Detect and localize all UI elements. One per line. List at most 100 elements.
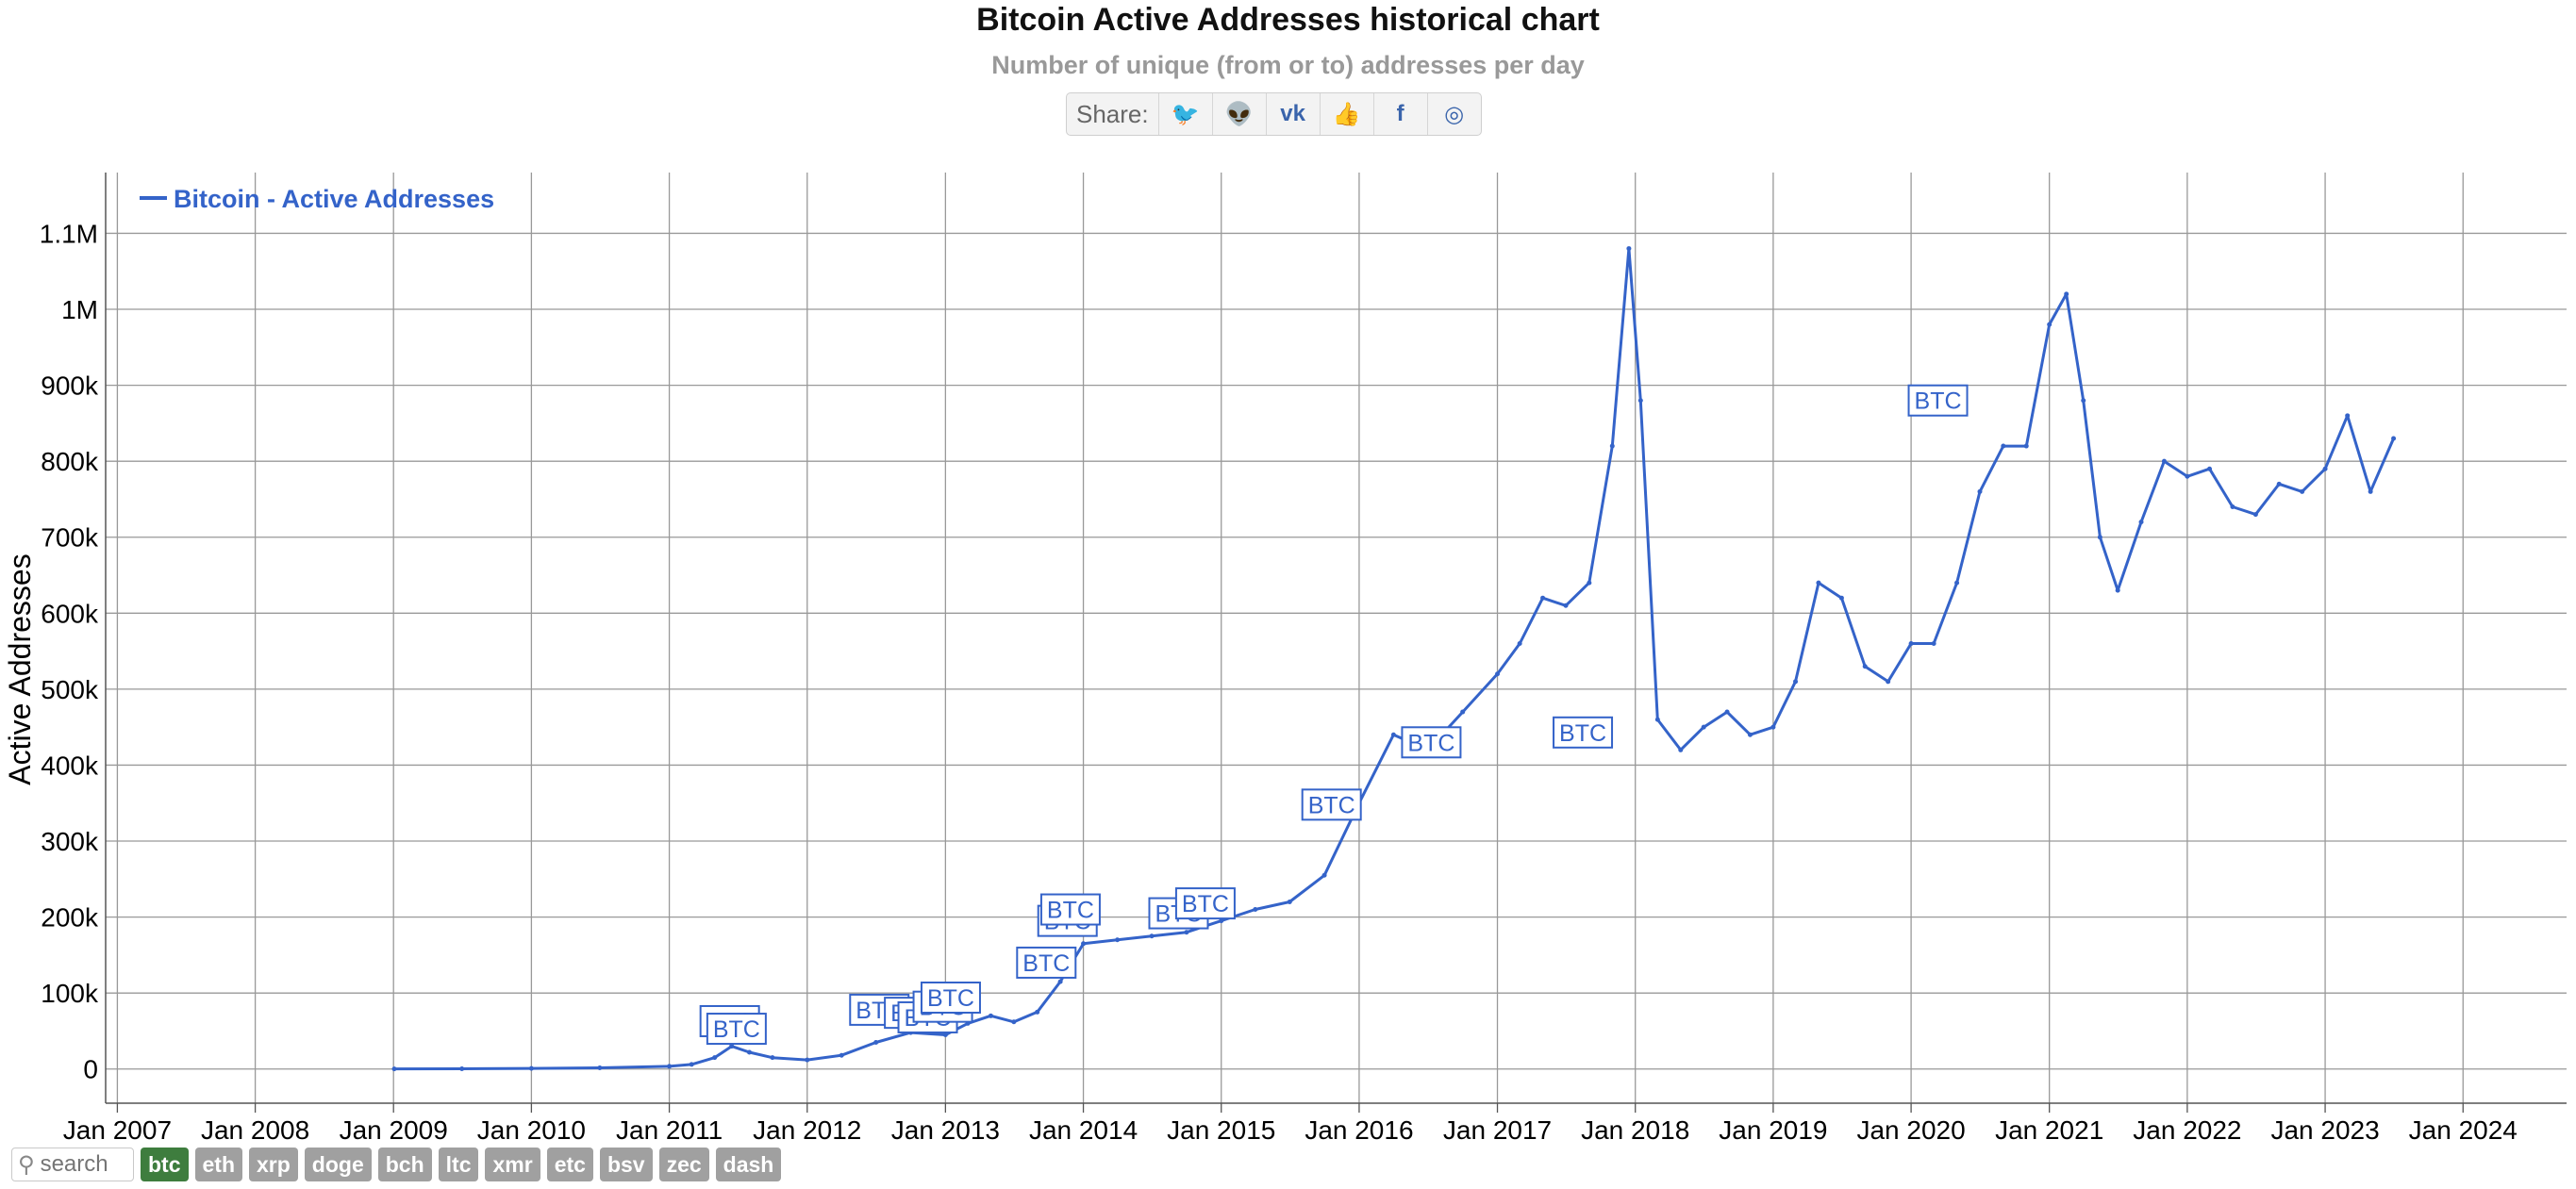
- data-point: [1390, 732, 1396, 737]
- coin-tag-ltc[interactable]: ltc: [438, 1148, 479, 1181]
- data-point: [805, 1057, 810, 1063]
- twitter-icon[interactable]: 🐦: [1157, 93, 1212, 135]
- annotation-label: BTC: [1047, 898, 1094, 924]
- vk-icon[interactable]: vk: [1265, 93, 1320, 135]
- annotation-label: BTC: [1182, 891, 1229, 917]
- data-point: [1701, 724, 1706, 730]
- data-point: [2368, 488, 2373, 494]
- annotation-flag[interactable]: [706, 1013, 767, 1046]
- data-point: [1057, 979, 1063, 984]
- data-point: [1609, 443, 1615, 449]
- y-tick-label: 800k: [41, 447, 99, 476]
- chart-annotations: BTCBTCBTCBTCBTCBTCBTCBTCBTCBTCBTCBTCBTCB…: [699, 384, 1969, 1046]
- data-point: [2115, 587, 2120, 593]
- coin-tag-xrp[interactable]: xrp: [249, 1148, 298, 1181]
- data-point: [2276, 481, 2282, 487]
- data-point: [729, 1044, 735, 1049]
- x-tick-label: Jan 2010: [477, 1115, 586, 1141]
- data-point: [2097, 535, 2102, 540]
- x-tick-label: Jan 2016: [1305, 1115, 1413, 1141]
- data-point: [2047, 322, 2052, 327]
- data-point: [1770, 724, 1776, 730]
- coin-tag-eth[interactable]: eth: [194, 1148, 242, 1181]
- coin-tag-xmr[interactable]: xmr: [485, 1148, 540, 1181]
- data-point: [1637, 398, 1643, 404]
- data-point: [2185, 473, 2190, 479]
- x-tick-label: Jan 2017: [1443, 1115, 1552, 1141]
- x-tick-label: Jan 2022: [2133, 1115, 2241, 1141]
- data-point: [1816, 580, 1821, 586]
- x-tick-label: Jan 2007: [63, 1115, 172, 1141]
- x-tick-label: Jan 2009: [340, 1115, 448, 1141]
- x-tick-label: Jan 2018: [1581, 1115, 1689, 1141]
- data-point: [2252, 512, 2258, 518]
- share-label: Share:: [1076, 100, 1149, 128]
- search-input[interactable]: [38, 1150, 133, 1179]
- coin-tag-btc[interactable]: btc: [141, 1148, 189, 1181]
- data-point: [1219, 918, 1224, 924]
- annotation-flag[interactable]: [1401, 726, 1462, 759]
- like-icon[interactable]: 👍: [1319, 93, 1373, 135]
- annotation-flag[interactable]: [1907, 384, 1969, 417]
- coin-tag-zec[interactable]: zec: [658, 1148, 709, 1181]
- y-tick-label: 100k: [41, 979, 99, 1008]
- data-point: [873, 1040, 879, 1046]
- data-point: [2345, 413, 2351, 419]
- annotation-flag[interactable]: [1301, 788, 1362, 821]
- x-tick-label: Jan 2012: [753, 1115, 861, 1141]
- data-point: [1977, 488, 1983, 494]
- data-point: [1793, 679, 1799, 685]
- data-point: [1838, 595, 1844, 601]
- data-point: [2322, 466, 2328, 471]
- search-icon: ⚲: [18, 1151, 35, 1178]
- facebook-icon[interactable]: f: [1372, 93, 1427, 135]
- data-point: [667, 1064, 673, 1069]
- data-point: [2230, 504, 2235, 510]
- x-tick-label: Jan 2011: [616, 1115, 723, 1141]
- annotation-label: BTC: [1022, 950, 1070, 977]
- data-point: [1931, 641, 1936, 647]
- chart-axes: 0 100k 200k 300k 400k 500k 600k 700k 800k 900k 1M 1…: [40, 173, 2567, 1141]
- annotation-flag[interactable]: [1553, 716, 1614, 749]
- y-tick-label: 900k: [41, 372, 99, 401]
- data-point: [2300, 488, 2305, 494]
- weibo-icon[interactable]: ◎: [1426, 93, 1481, 135]
- x-tick-label: Jan 2014: [1029, 1115, 1138, 1141]
- data-point: [1321, 872, 1327, 878]
- data-point: [770, 1055, 775, 1061]
- annotation-flag[interactable]: [1016, 946, 1077, 979]
- coin-tag-etc[interactable]: etc: [546, 1148, 593, 1181]
- data-point: [1654, 717, 1660, 722]
- x-tick-label: Jan 2013: [891, 1115, 1000, 1141]
- data-point: [1287, 899, 1292, 904]
- data-point: [528, 1065, 534, 1071]
- chart-series: [391, 246, 2397, 1072]
- annotation-flag[interactable]: [920, 982, 981, 1015]
- chart-legend[interactable]: Bitcoin - Active Addresses: [140, 185, 494, 213]
- data-point: [839, 1052, 844, 1058]
- x-tick-label: Jan 2020: [1856, 1115, 1965, 1141]
- data-point: [1678, 747, 1684, 752]
- x-tick-label: Jan 2021: [1995, 1115, 2103, 1141]
- reddit-icon[interactable]: 👽: [1211, 93, 1266, 135]
- coin-tag-dash[interactable]: dash: [715, 1148, 782, 1181]
- data-point: [391, 1066, 397, 1072]
- search-box[interactable]: ⚲: [11, 1148, 134, 1181]
- x-tick-label: Jan 2008: [201, 1115, 309, 1141]
- data-point: [2064, 291, 2069, 297]
- y-tick-label: 1M: [61, 295, 98, 324]
- annotation-label: BTC: [1407, 730, 1454, 756]
- data-point: [2207, 466, 2213, 471]
- coin-tag-bch[interactable]: bch: [377, 1148, 432, 1181]
- coin-tag-doge[interactable]: doge: [304, 1148, 372, 1181]
- y-tick-label: 500k: [41, 675, 99, 704]
- annotation-flag[interactable]: [1174, 887, 1236, 920]
- data-point: [1954, 580, 1960, 586]
- active-addresses-chart[interactable]: BTCBTCBTCBTCBTCBTCBTCBTCBTCBTCBTCBTCBTCB…: [0, 0, 2576, 1141]
- data-point: [1886, 679, 1891, 685]
- coin-tag-bsv[interactable]: bsv: [599, 1148, 653, 1181]
- share-bar: Share: 🐦 👽 vk 👍 f ◎: [1066, 92, 1482, 136]
- annotation-flag[interactable]: [1039, 893, 1101, 926]
- data-point: [2138, 520, 2144, 525]
- data-point: [1517, 641, 1522, 647]
